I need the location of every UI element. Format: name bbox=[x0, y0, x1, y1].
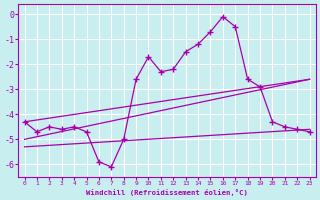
X-axis label: Windchill (Refroidissement éolien,°C): Windchill (Refroidissement éolien,°C) bbox=[86, 189, 248, 196]
